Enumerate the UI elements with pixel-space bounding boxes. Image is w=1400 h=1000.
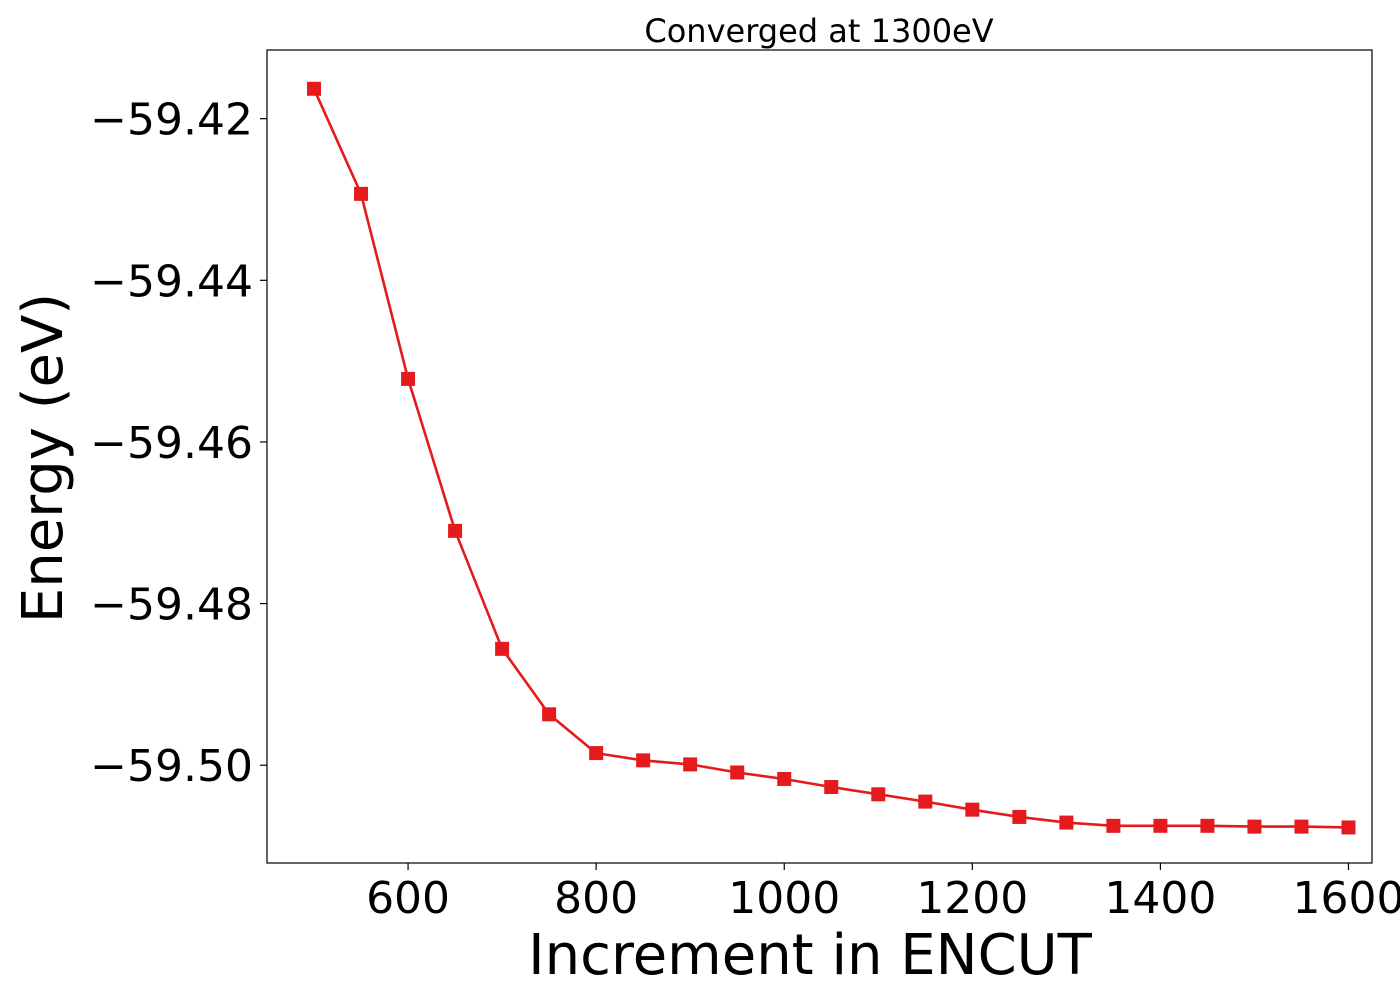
x-tick-label: 1600 (1292, 873, 1400, 924)
y-tick-label: −59.46 (90, 418, 253, 469)
y-tick-label: −59.44 (90, 256, 253, 307)
x-tick-label: 1000 (728, 873, 840, 924)
x-tick-label: 600 (366, 873, 450, 924)
data-point (871, 787, 886, 802)
data-point (1106, 818, 1121, 833)
data-point (824, 780, 839, 795)
y-tick-label: −59.48 (90, 580, 253, 631)
data-point (636, 753, 651, 768)
data-point (495, 641, 510, 656)
data-point (1247, 819, 1262, 834)
data-point (401, 371, 416, 386)
data-point (1059, 815, 1074, 830)
data-point (1294, 819, 1309, 834)
data-point (965, 802, 980, 817)
y-tick-label: −59.50 (90, 741, 253, 792)
y-tick-label: −59.42 (90, 95, 253, 146)
y-axis: −59.42 −59.44 −59.46 −59.48 −59.50 (90, 95, 267, 792)
y-axis-label: Energy (eV) (11, 293, 76, 623)
data-point (1153, 818, 1168, 833)
x-tick-label: 1200 (916, 873, 1028, 924)
data-point (448, 523, 463, 538)
data-point (542, 707, 557, 722)
chart-title: Converged at 1300eV (644, 12, 993, 50)
plot-area-frame (266, 49, 1373, 864)
x-tick-label: 800 (554, 873, 638, 924)
data-point (777, 771, 792, 786)
data-point (354, 186, 369, 201)
data-point (1200, 818, 1215, 833)
data-point (589, 746, 604, 761)
x-axis: 600 800 1000 1200 1400 1600 (366, 863, 1400, 924)
data-point (918, 794, 933, 809)
data-point (1012, 809, 1027, 824)
series-layer (307, 81, 1356, 835)
data-point (683, 757, 698, 772)
data-point (1341, 820, 1356, 835)
data-point (307, 81, 322, 96)
x-tick-label: 1400 (1104, 873, 1216, 924)
data-point (730, 765, 745, 780)
x-axis-label: Increment in ENCUT (528, 923, 1093, 988)
